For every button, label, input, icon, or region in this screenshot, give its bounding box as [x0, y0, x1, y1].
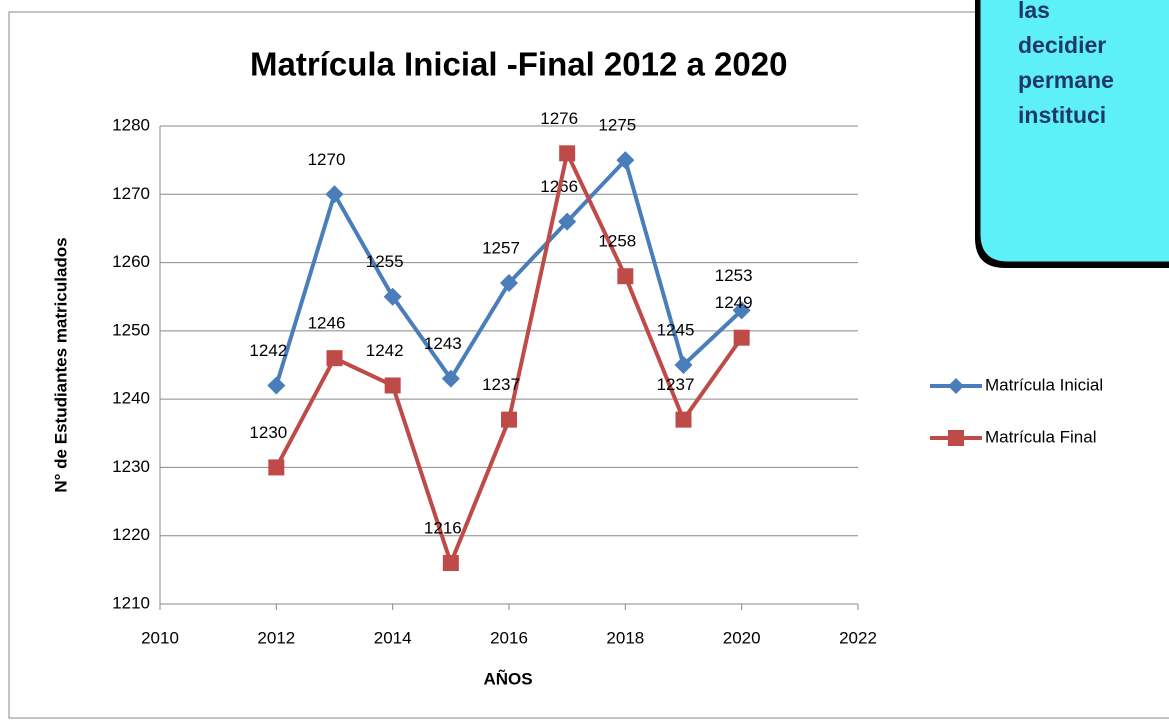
legend-marker [948, 378, 964, 394]
legend-label: Matrícula Inicial [985, 375, 1103, 394]
x-tick-label: 2022 [839, 628, 877, 647]
y-tick-label: 1280 [112, 115, 150, 134]
callout-text: instituci [1018, 102, 1106, 128]
x-tick-label: 2014 [374, 628, 412, 647]
x-tick-label: 2010 [141, 628, 179, 647]
marker [442, 555, 459, 572]
y-tick-label: 1260 [112, 252, 150, 271]
chart-title: Matrícula Inicial -Final 2012 a 2020 [250, 46, 787, 83]
legend-label: Matrícula Final [985, 427, 1096, 446]
marker [383, 287, 402, 306]
data-label: 1255 [366, 252, 404, 271]
data-label: 1246 [308, 314, 346, 333]
x-tick-label: 2012 [257, 628, 295, 647]
data-label: 1249 [715, 293, 753, 312]
y-tick-label: 1230 [112, 457, 150, 476]
callout [975, 0, 1169, 268]
marker [501, 411, 517, 428]
x-tick-label: 2020 [723, 628, 761, 647]
x-tick-label: 2018 [606, 628, 644, 647]
data-label: 1270 [308, 150, 346, 169]
data-label: 1245 [657, 320, 695, 339]
marker [441, 369, 460, 388]
marker [732, 301, 751, 320]
marker [384, 377, 401, 394]
data-label: 1230 [249, 423, 287, 442]
data-label: 1258 [598, 232, 636, 251]
marker [326, 350, 343, 367]
callout-text: decidier [1018, 32, 1106, 58]
marker [617, 268, 634, 285]
y-tick-label: 1210 [112, 593, 150, 612]
data-label: 1216 [424, 519, 462, 538]
data-label: 1253 [715, 266, 753, 285]
marker [674, 356, 693, 374]
data-label: 1257 [482, 239, 520, 258]
data-label: 1276 [540, 109, 578, 128]
callout-box [979, 0, 1169, 263]
data-label: 1242 [366, 341, 404, 360]
callout-text: permane [1018, 67, 1114, 93]
legend-marker [948, 430, 964, 446]
x-tick-label: 2016 [490, 628, 528, 647]
marker [268, 459, 285, 476]
data-label: 1237 [657, 375, 695, 394]
y-tick-label: 1270 [112, 184, 150, 203]
callout-text: las [1018, 0, 1050, 23]
marker [616, 151, 635, 170]
y-axis-title: N° de Estudiantes matriculados [51, 237, 70, 492]
y-tick-label: 1240 [112, 389, 150, 408]
marker [675, 411, 692, 428]
marker [558, 212, 577, 231]
marker [500, 274, 518, 293]
y-tick-label: 1220 [112, 525, 150, 544]
marker [733, 329, 750, 346]
marker [267, 376, 286, 395]
data-label: 1243 [424, 334, 462, 353]
data-label: 1275 [598, 116, 636, 135]
y-tick-label: 1250 [112, 320, 150, 339]
data-label: 1242 [249, 341, 287, 360]
marker [325, 185, 344, 204]
data-label: 1237 [482, 375, 520, 394]
x-axis-title: AÑOS [483, 668, 532, 688]
marker [559, 145, 576, 162]
